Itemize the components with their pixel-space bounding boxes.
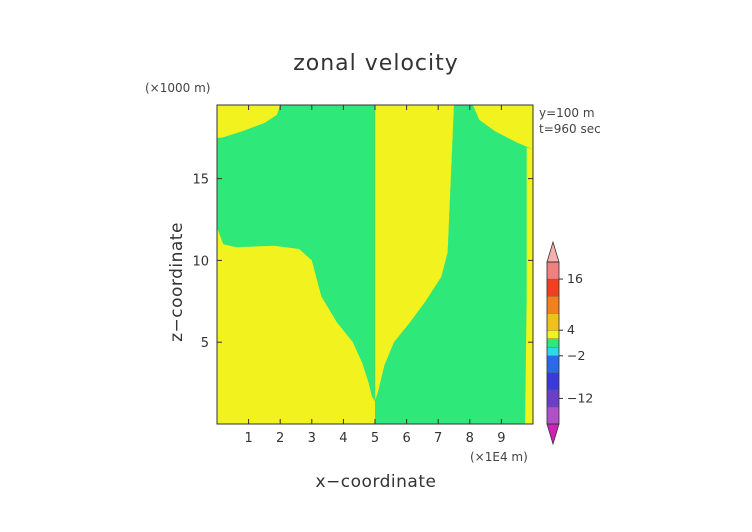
y-scale-note: (×1000 m) bbox=[145, 81, 210, 95]
x-axis-ticks: 1 2 3 4 5 6 7 8 9 bbox=[244, 105, 506, 446]
region-positive-topright-cap bbox=[473, 105, 533, 150]
y-axis-label: z−coordinate bbox=[167, 222, 187, 342]
region-positive-topleft bbox=[217, 105, 281, 138]
colorbar-tick-label: 4 bbox=[567, 322, 575, 337]
colorbar-band bbox=[546, 355, 560, 373]
x-axis-label: x−coordinate bbox=[316, 472, 437, 492]
colorbar-top-arrow bbox=[546, 240, 560, 263]
colorbar: 16 4 −2 −12 bbox=[546, 240, 593, 446]
colorbar-band bbox=[546, 278, 560, 297]
x-tick-label: 9 bbox=[497, 431, 505, 446]
colorbar-tick-label: −12 bbox=[567, 390, 593, 405]
colorbar-tick-label: 16 bbox=[567, 271, 583, 286]
colorbar-band bbox=[546, 389, 560, 408]
x-tick-label: 7 bbox=[434, 431, 442, 446]
colorbar-band bbox=[546, 261, 560, 280]
annotation-y: y=100 m bbox=[539, 106, 595, 120]
colorbar-tick-label: −2 bbox=[567, 348, 585, 363]
colorbar-band bbox=[546, 406, 560, 425]
x-tick-label: 6 bbox=[402, 431, 410, 446]
annotation-t: t=960 sec bbox=[539, 122, 601, 136]
colorbar-band bbox=[546, 372, 560, 391]
region-positive-center bbox=[375, 105, 454, 402]
field-regions bbox=[217, 105, 533, 424]
colorbar-frame bbox=[546, 261, 560, 425]
y-tick-label: 5 bbox=[201, 336, 209, 351]
y-tick-label: 10 bbox=[192, 254, 209, 269]
x-scale-note: (×1E4 m) bbox=[470, 450, 528, 464]
x-tick-label: 4 bbox=[339, 431, 347, 446]
region-negative-right-final bbox=[447, 105, 533, 424]
colorbar-band bbox=[546, 295, 560, 314]
y-tick-label: 15 bbox=[192, 173, 209, 188]
x-tick-label: 3 bbox=[308, 431, 316, 446]
x-tick-label: 8 bbox=[466, 431, 474, 446]
y-axis-ticks: 5 10 15 bbox=[192, 173, 533, 351]
x-tick-label: 2 bbox=[276, 431, 284, 446]
region-positive-right-strip bbox=[525, 147, 533, 424]
colorbar-bottom-arrow bbox=[546, 423, 560, 446]
region-negative-right-inner bbox=[375, 245, 526, 424]
x-tick-label: 1 bbox=[244, 431, 252, 446]
colorbar-band bbox=[546, 347, 560, 356]
colorbar-band bbox=[546, 338, 560, 348]
region-negative-left bbox=[217, 105, 375, 402]
chart-title: zonal velocity bbox=[293, 51, 459, 76]
colorbar-band bbox=[546, 330, 560, 339]
colorbar-band bbox=[546, 313, 560, 331]
x-tick-label: 5 bbox=[371, 431, 379, 446]
